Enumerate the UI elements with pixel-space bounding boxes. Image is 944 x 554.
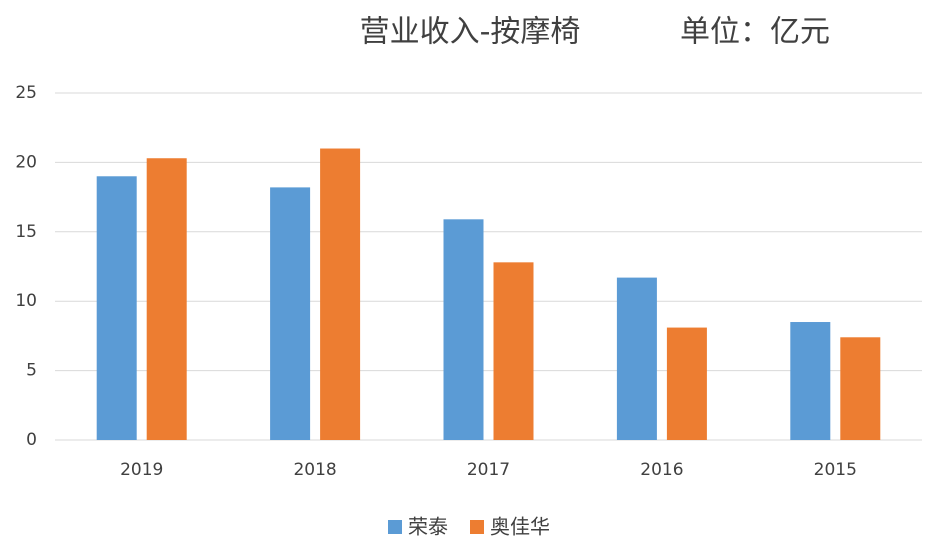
legend-label: 奥佳华 bbox=[490, 515, 550, 539]
x-tick-label: 2016 bbox=[640, 460, 683, 480]
bar bbox=[96, 176, 137, 440]
bar bbox=[840, 337, 881, 440]
y-tick-label: 10 bbox=[15, 291, 37, 311]
y-tick-label: 20 bbox=[15, 152, 37, 172]
chart-subtitle: 单位：亿元 bbox=[680, 15, 830, 50]
x-tick-label: 2018 bbox=[293, 460, 336, 480]
bar bbox=[493, 262, 534, 440]
legend-swatch bbox=[470, 520, 484, 534]
bar bbox=[666, 327, 707, 440]
x-tick-label: 2017 bbox=[467, 460, 510, 480]
bar bbox=[790, 322, 831, 440]
bar bbox=[320, 148, 361, 440]
legend-label: 荣泰 bbox=[408, 515, 448, 539]
y-tick-label: 15 bbox=[15, 222, 37, 242]
bar bbox=[270, 187, 311, 440]
legend-swatch bbox=[388, 520, 402, 534]
x-tick-label: 2015 bbox=[814, 460, 857, 480]
bar bbox=[616, 277, 657, 440]
x-tick-label: 2019 bbox=[120, 460, 163, 480]
chart-title: 营业收入-按摩椅 bbox=[360, 15, 581, 50]
y-tick-label: 25 bbox=[15, 83, 37, 103]
y-tick-label: 5 bbox=[26, 361, 37, 381]
bar bbox=[146, 158, 187, 440]
y-tick-label: 0 bbox=[26, 430, 37, 450]
bar bbox=[443, 219, 484, 440]
